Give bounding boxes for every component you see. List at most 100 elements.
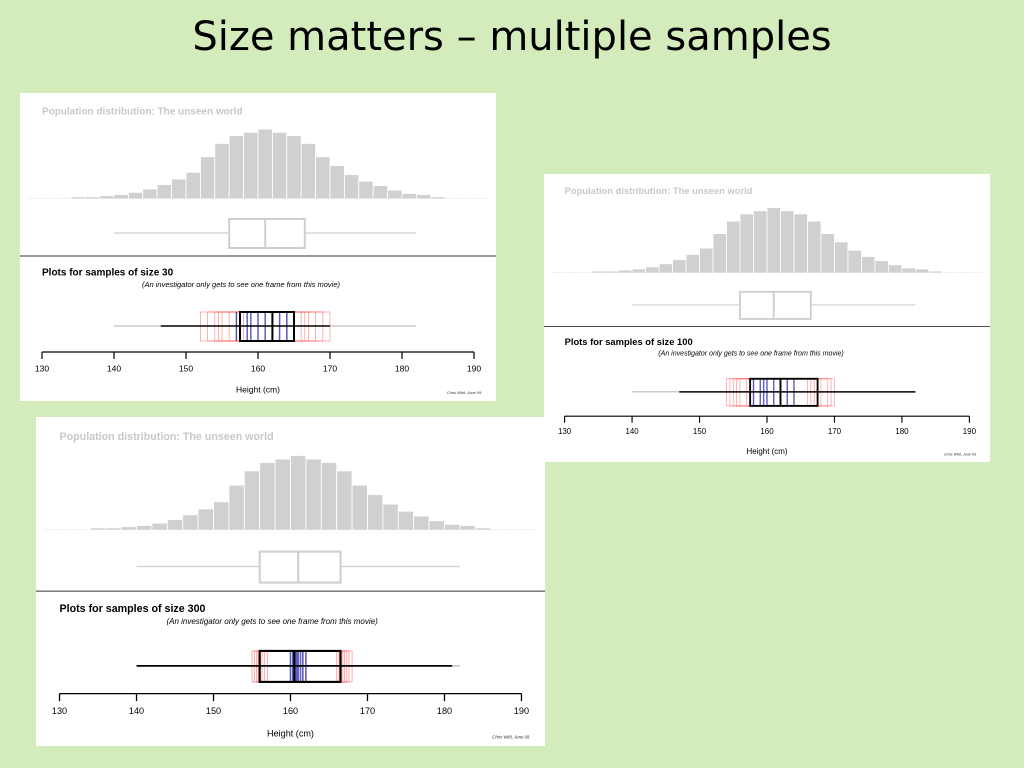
histogram-bar: [658, 263, 673, 274]
histogram-bar: [413, 515, 430, 531]
histogram-bar: [336, 470, 353, 531]
histogram-bar: [105, 527, 122, 531]
histogram-bar: [604, 270, 619, 274]
sample-box: [239, 311, 295, 342]
x-tick-label: 190: [963, 427, 977, 436]
histogram-bar: [197, 508, 214, 531]
histogram-bar: [300, 143, 317, 200]
histogram-bar: [99, 195, 115, 200]
histogram-bar: [59, 528, 76, 531]
histogram-bar: [726, 220, 741, 274]
credit: Chris Wild, June 09: [447, 390, 482, 395]
x-tick-label: 140: [625, 427, 639, 436]
x-tick-label: 130: [558, 427, 572, 436]
histogram-bar: [942, 271, 957, 274]
sample-box: [749, 377, 819, 407]
histogram-bar: [955, 271, 970, 274]
histogram-bar: [271, 131, 288, 200]
population-box: [258, 550, 342, 584]
histogram-bar: [807, 220, 822, 274]
histogram-bar: [41, 197, 57, 200]
histogram-bar: [343, 174, 360, 200]
histogram-bar: [387, 189, 403, 200]
histogram-bar: [156, 184, 172, 200]
sample-title: Plots for samples of size 100: [565, 337, 693, 347]
histogram-bar: [820, 233, 835, 274]
population-title: Population distribution: The unseen worl…: [60, 431, 274, 443]
histogram-bar: [577, 271, 592, 274]
histogram-bar: [444, 197, 461, 200]
x-tick-label: 190: [467, 363, 481, 373]
histogram-bar: [228, 135, 244, 200]
histogram-bar: [329, 165, 345, 200]
histogram-bar: [901, 267, 916, 274]
population-title: Population distribution: The unseen worl…: [42, 107, 243, 118]
x-tick-label: 170: [323, 363, 337, 373]
histogram-bar: [618, 269, 633, 274]
histogram-bar: [521, 528, 538, 531]
histogram-bar: [182, 514, 199, 531]
histogram-bar: [290, 455, 307, 531]
histogram-bar: [142, 188, 158, 200]
x-tick-label: 160: [760, 427, 774, 436]
chart-panel: Population distribution: The unseen worl…: [20, 93, 496, 401]
histogram-bar: [915, 268, 930, 274]
x-tick-label: 130: [35, 363, 49, 373]
x-tick-label: 140: [129, 706, 144, 716]
histogram-bar: [128, 191, 144, 200]
histogram-bar: [199, 156, 216, 200]
histogram-bar: [401, 193, 417, 200]
histogram-bar: [699, 247, 714, 274]
sample-subtitle: (An investigator only gets to see one fr…: [166, 617, 378, 626]
histogram-bar: [793, 213, 808, 274]
histogram-bar: [113, 194, 129, 200]
histogram-bar: [672, 259, 687, 274]
histogram-bar: [473, 197, 489, 200]
histogram-bar: [89, 527, 107, 531]
histogram-bar: [228, 484, 245, 531]
histogram-bar: [171, 178, 187, 200]
histogram-bar: [550, 271, 565, 274]
population-box: [228, 218, 306, 249]
histogram-bar: [564, 271, 579, 274]
histogram-bar: [428, 520, 445, 531]
x-tick-label: 160: [251, 363, 265, 373]
population-title: Population distribution: The unseen worl…: [565, 186, 753, 196]
histogram-bar: [685, 254, 700, 274]
histogram-bar: [84, 196, 100, 200]
histogram-bar: [712, 233, 727, 274]
histogram-bar: [834, 241, 849, 274]
histogram-bar: [286, 135, 302, 200]
histogram-bar: [151, 522, 168, 531]
x-tick-label: 190: [514, 706, 529, 716]
chart-panel: Population distribution: The unseen worl…: [544, 174, 990, 462]
histogram-bar: [27, 197, 43, 200]
histogram-bar: [928, 270, 943, 274]
x-tick-label: 130: [52, 706, 67, 716]
histogram-bar: [120, 526, 137, 531]
histogram-bar: [645, 266, 660, 274]
histogram-bar: [444, 523, 461, 531]
histogram-bar: [739, 213, 754, 274]
x-tick-label: 160: [283, 706, 298, 716]
sample-subtitle: (An investigator only gets to see one fr…: [142, 280, 341, 289]
histogram-bar: [166, 519, 184, 531]
x-axis-label: Height (cm): [746, 447, 787, 456]
histogram-bar: [490, 528, 507, 531]
histogram-bar: [474, 527, 492, 531]
x-tick-label: 170: [360, 706, 375, 716]
x-axis-label: Height (cm): [267, 729, 314, 739]
histogram-bar: [367, 494, 384, 531]
histogram-bar: [780, 210, 795, 274]
x-tick-label: 180: [437, 706, 452, 716]
histogram-bar: [56, 197, 72, 200]
histogram-bar: [136, 525, 153, 531]
histogram-bar: [351, 484, 368, 531]
histogram-bar: [847, 249, 862, 274]
sample-subtitle: (An investigator only gets to see one fr…: [658, 350, 843, 357]
histogram-bar: [214, 143, 230, 200]
histogram-bar: [766, 207, 781, 274]
histogram-bar: [257, 128, 273, 200]
x-tick-label: 150: [693, 427, 707, 436]
